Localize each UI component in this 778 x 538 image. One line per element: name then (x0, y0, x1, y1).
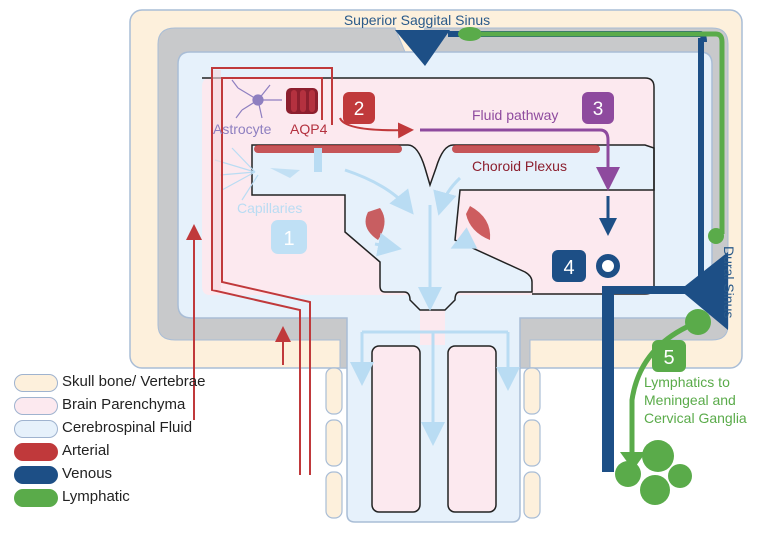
arterial-vessel (186, 67, 414, 475)
badge-3: 3 (582, 92, 614, 124)
venous-node (596, 254, 620, 278)
legend-label-arterial: Arterial (62, 442, 110, 459)
badge-5: 5 (652, 340, 686, 372)
legend-label-bone: Skull bone/ Vertebrae (62, 373, 206, 390)
legend-swatch-bone (14, 374, 58, 392)
legend-item-bone: Skull bone/ Vertebrae (14, 372, 244, 395)
legend-swatch-venous (14, 466, 58, 484)
label-lymphatics-1: Lymphatics to (644, 374, 730, 390)
label-dural-sinus: Dural Sinus (721, 246, 737, 318)
label-lymphatics-3: Cervical Ganglia (644, 410, 747, 426)
lymphatic-arrowhead (620, 452, 646, 470)
label-choroid-plexus: Choroid Plexus (472, 158, 567, 174)
legend-swatch-lymphatic (14, 489, 58, 507)
badge-5-label: 5 (663, 347, 674, 369)
legend-swatch-csf (14, 420, 58, 438)
venous-system (395, 30, 728, 472)
aqp4-channel (286, 88, 318, 114)
label-lymphatics-2: Meningeal and (644, 392, 736, 408)
legend-label-csf: Cerebrospinal Fluid (62, 419, 193, 436)
legend-swatch-parenchyma (14, 397, 58, 415)
lymphatic-node-dural (708, 228, 724, 244)
choroid-leaf-right (466, 206, 491, 240)
legend-item-lymphatic: Lymphatic (14, 487, 244, 510)
badge-2: 2 (343, 92, 375, 124)
legend-item-venous: Venous (14, 464, 244, 487)
legend-label-lymphatic: Lymphatic (62, 488, 130, 505)
badge-3-label: 3 (593, 99, 604, 120)
spinal-cord-right (447, 345, 497, 513)
badge-2-label: 2 (354, 99, 365, 120)
vertebrae (325, 367, 541, 519)
lymphatic-system (480, 31, 725, 455)
legend-swatch-arterial (14, 443, 58, 461)
legend-item-arterial: Arterial (14, 441, 244, 464)
lymphatic-node-top (458, 27, 482, 41)
legend-label-parenchyma: Brain Parenchyma (62, 396, 186, 413)
choroid-plexus-left (254, 145, 402, 153)
badge-1: 1 (271, 220, 307, 254)
legend: Skull bone/ Vertebrae Brain Parenchyma C… (14, 372, 244, 510)
badge-4: 4 (552, 250, 586, 282)
lymphatic-node-mid (685, 309, 711, 335)
spinal-cord-left (371, 345, 421, 513)
fluid-pathway-arrow (420, 128, 620, 191)
label-aqp4: AQP4 (290, 121, 328, 137)
legend-item-parenchyma: Brain Parenchyma (14, 395, 244, 418)
choroid-plexus-right (452, 145, 600, 153)
label-astrocyte: Astrocyte (213, 121, 272, 137)
badge-1-label: 1 (283, 228, 294, 250)
csf-flow-arrows (344, 168, 520, 446)
label-fluid-pathway: Fluid pathway (472, 107, 558, 123)
choroid-leaf-left (365, 208, 385, 240)
legend-label-venous: Venous (62, 465, 113, 482)
badge-4-label: 4 (563, 257, 574, 279)
label-superior-sagittal-sinus: Superior Saggital Sinus (344, 12, 490, 28)
label-capillaries: Capillaries (237, 200, 302, 216)
legend-item-csf: Cerebrospinal Fluid (14, 418, 244, 441)
cervical-ganglia (615, 440, 692, 505)
astrocyte-cell (231, 79, 282, 119)
